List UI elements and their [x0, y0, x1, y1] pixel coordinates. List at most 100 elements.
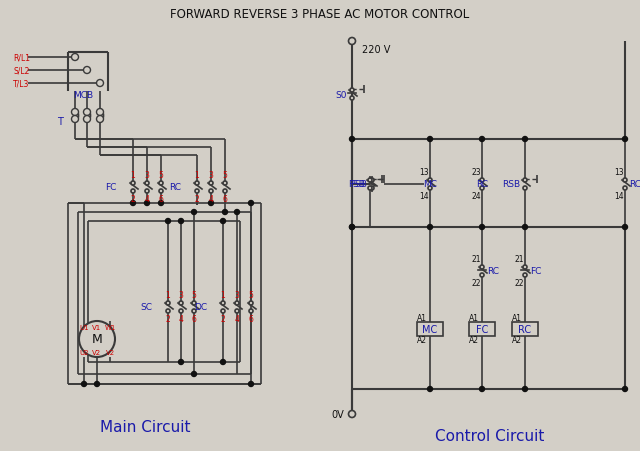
Circle shape [166, 219, 170, 224]
Text: FC: FC [530, 267, 541, 276]
Text: MC: MC [423, 180, 437, 189]
Text: S/L2: S/L2 [13, 66, 29, 75]
Text: A1: A1 [469, 314, 479, 323]
Text: A2: A2 [512, 336, 522, 345]
Circle shape [350, 89, 354, 93]
Circle shape [350, 97, 354, 101]
Text: 3: 3 [209, 171, 213, 180]
Circle shape [480, 187, 484, 191]
Text: 6: 6 [223, 195, 227, 204]
Circle shape [623, 225, 627, 230]
Circle shape [249, 301, 253, 305]
Circle shape [248, 382, 253, 387]
Circle shape [221, 360, 225, 365]
Circle shape [192, 301, 196, 305]
Text: MC: MC [422, 324, 438, 334]
Circle shape [349, 38, 355, 46]
Circle shape [522, 225, 527, 230]
Bar [512, 322, 538, 336]
Circle shape [179, 301, 183, 305]
Text: 3: 3 [235, 291, 239, 300]
Circle shape [523, 187, 527, 191]
Circle shape [523, 273, 527, 277]
Circle shape [623, 187, 627, 191]
Text: 4: 4 [145, 195, 149, 204]
Circle shape [131, 189, 135, 193]
Text: W1: W1 [104, 324, 116, 330]
Circle shape [523, 265, 527, 269]
Circle shape [131, 182, 135, 186]
Circle shape [195, 189, 199, 193]
Circle shape [159, 182, 163, 186]
Text: FORWARD REVERSE 3 PHASE AC MOTOR CONTROL: FORWARD REVERSE 3 PHASE AC MOTOR CONTROL [170, 8, 470, 20]
Circle shape [623, 137, 627, 142]
Text: 5: 5 [223, 171, 227, 180]
Circle shape [349, 137, 355, 142]
Text: DC: DC [194, 303, 207, 312]
Text: 13: 13 [614, 168, 624, 177]
Circle shape [349, 410, 355, 418]
Circle shape [522, 387, 527, 391]
Circle shape [192, 309, 196, 313]
Text: 21: 21 [471, 255, 481, 264]
Text: 2: 2 [221, 315, 225, 324]
Text: RC: RC [487, 267, 499, 276]
Text: 1: 1 [131, 171, 136, 180]
Text: 2: 2 [166, 315, 170, 324]
Circle shape [83, 109, 90, 116]
Circle shape [221, 309, 225, 313]
Circle shape [195, 182, 199, 186]
Text: 5: 5 [159, 171, 163, 180]
Text: 14: 14 [419, 192, 429, 201]
Text: V2: V2 [92, 349, 102, 355]
Circle shape [349, 225, 355, 230]
Circle shape [221, 301, 225, 305]
Circle shape [428, 137, 433, 142]
Text: 3: 3 [179, 291, 184, 300]
Circle shape [97, 80, 104, 87]
Circle shape [480, 273, 484, 277]
Text: 13: 13 [419, 168, 429, 177]
Circle shape [83, 67, 90, 74]
Text: M: M [92, 333, 102, 346]
Circle shape [428, 179, 432, 183]
Text: RC: RC [169, 183, 181, 192]
Circle shape [623, 387, 627, 391]
Circle shape [349, 225, 355, 230]
Text: RC: RC [518, 324, 532, 334]
Text: 14: 14 [614, 192, 624, 201]
Text: SC: SC [140, 303, 152, 312]
Circle shape [234, 210, 239, 215]
Circle shape [72, 116, 79, 123]
Circle shape [370, 187, 374, 191]
Circle shape [223, 210, 227, 215]
Circle shape [480, 265, 484, 269]
Circle shape [235, 309, 239, 313]
Circle shape [428, 187, 432, 191]
Text: T/L3: T/L3 [13, 79, 29, 88]
Text: 220 V: 220 V [362, 45, 390, 55]
Circle shape [209, 201, 214, 206]
Circle shape [145, 201, 150, 206]
Text: FSB: FSB [350, 180, 367, 189]
Circle shape [131, 201, 136, 206]
Circle shape [428, 225, 433, 230]
Text: 5: 5 [248, 291, 253, 300]
Text: A1: A1 [512, 314, 522, 323]
Bar [417, 322, 443, 336]
Text: 2: 2 [195, 195, 200, 204]
Circle shape [97, 116, 104, 123]
Text: S0: S0 [335, 90, 347, 99]
Circle shape [166, 301, 170, 305]
Circle shape [72, 109, 79, 116]
Text: R/L1: R/L1 [13, 53, 30, 62]
Circle shape [249, 309, 253, 313]
Circle shape [191, 372, 196, 377]
Circle shape [368, 187, 372, 191]
Circle shape [623, 179, 627, 183]
Text: 6: 6 [191, 315, 196, 324]
Circle shape [81, 382, 86, 387]
Circle shape [83, 116, 90, 123]
Text: MCB: MCB [73, 91, 93, 100]
Text: T: T [57, 117, 63, 127]
